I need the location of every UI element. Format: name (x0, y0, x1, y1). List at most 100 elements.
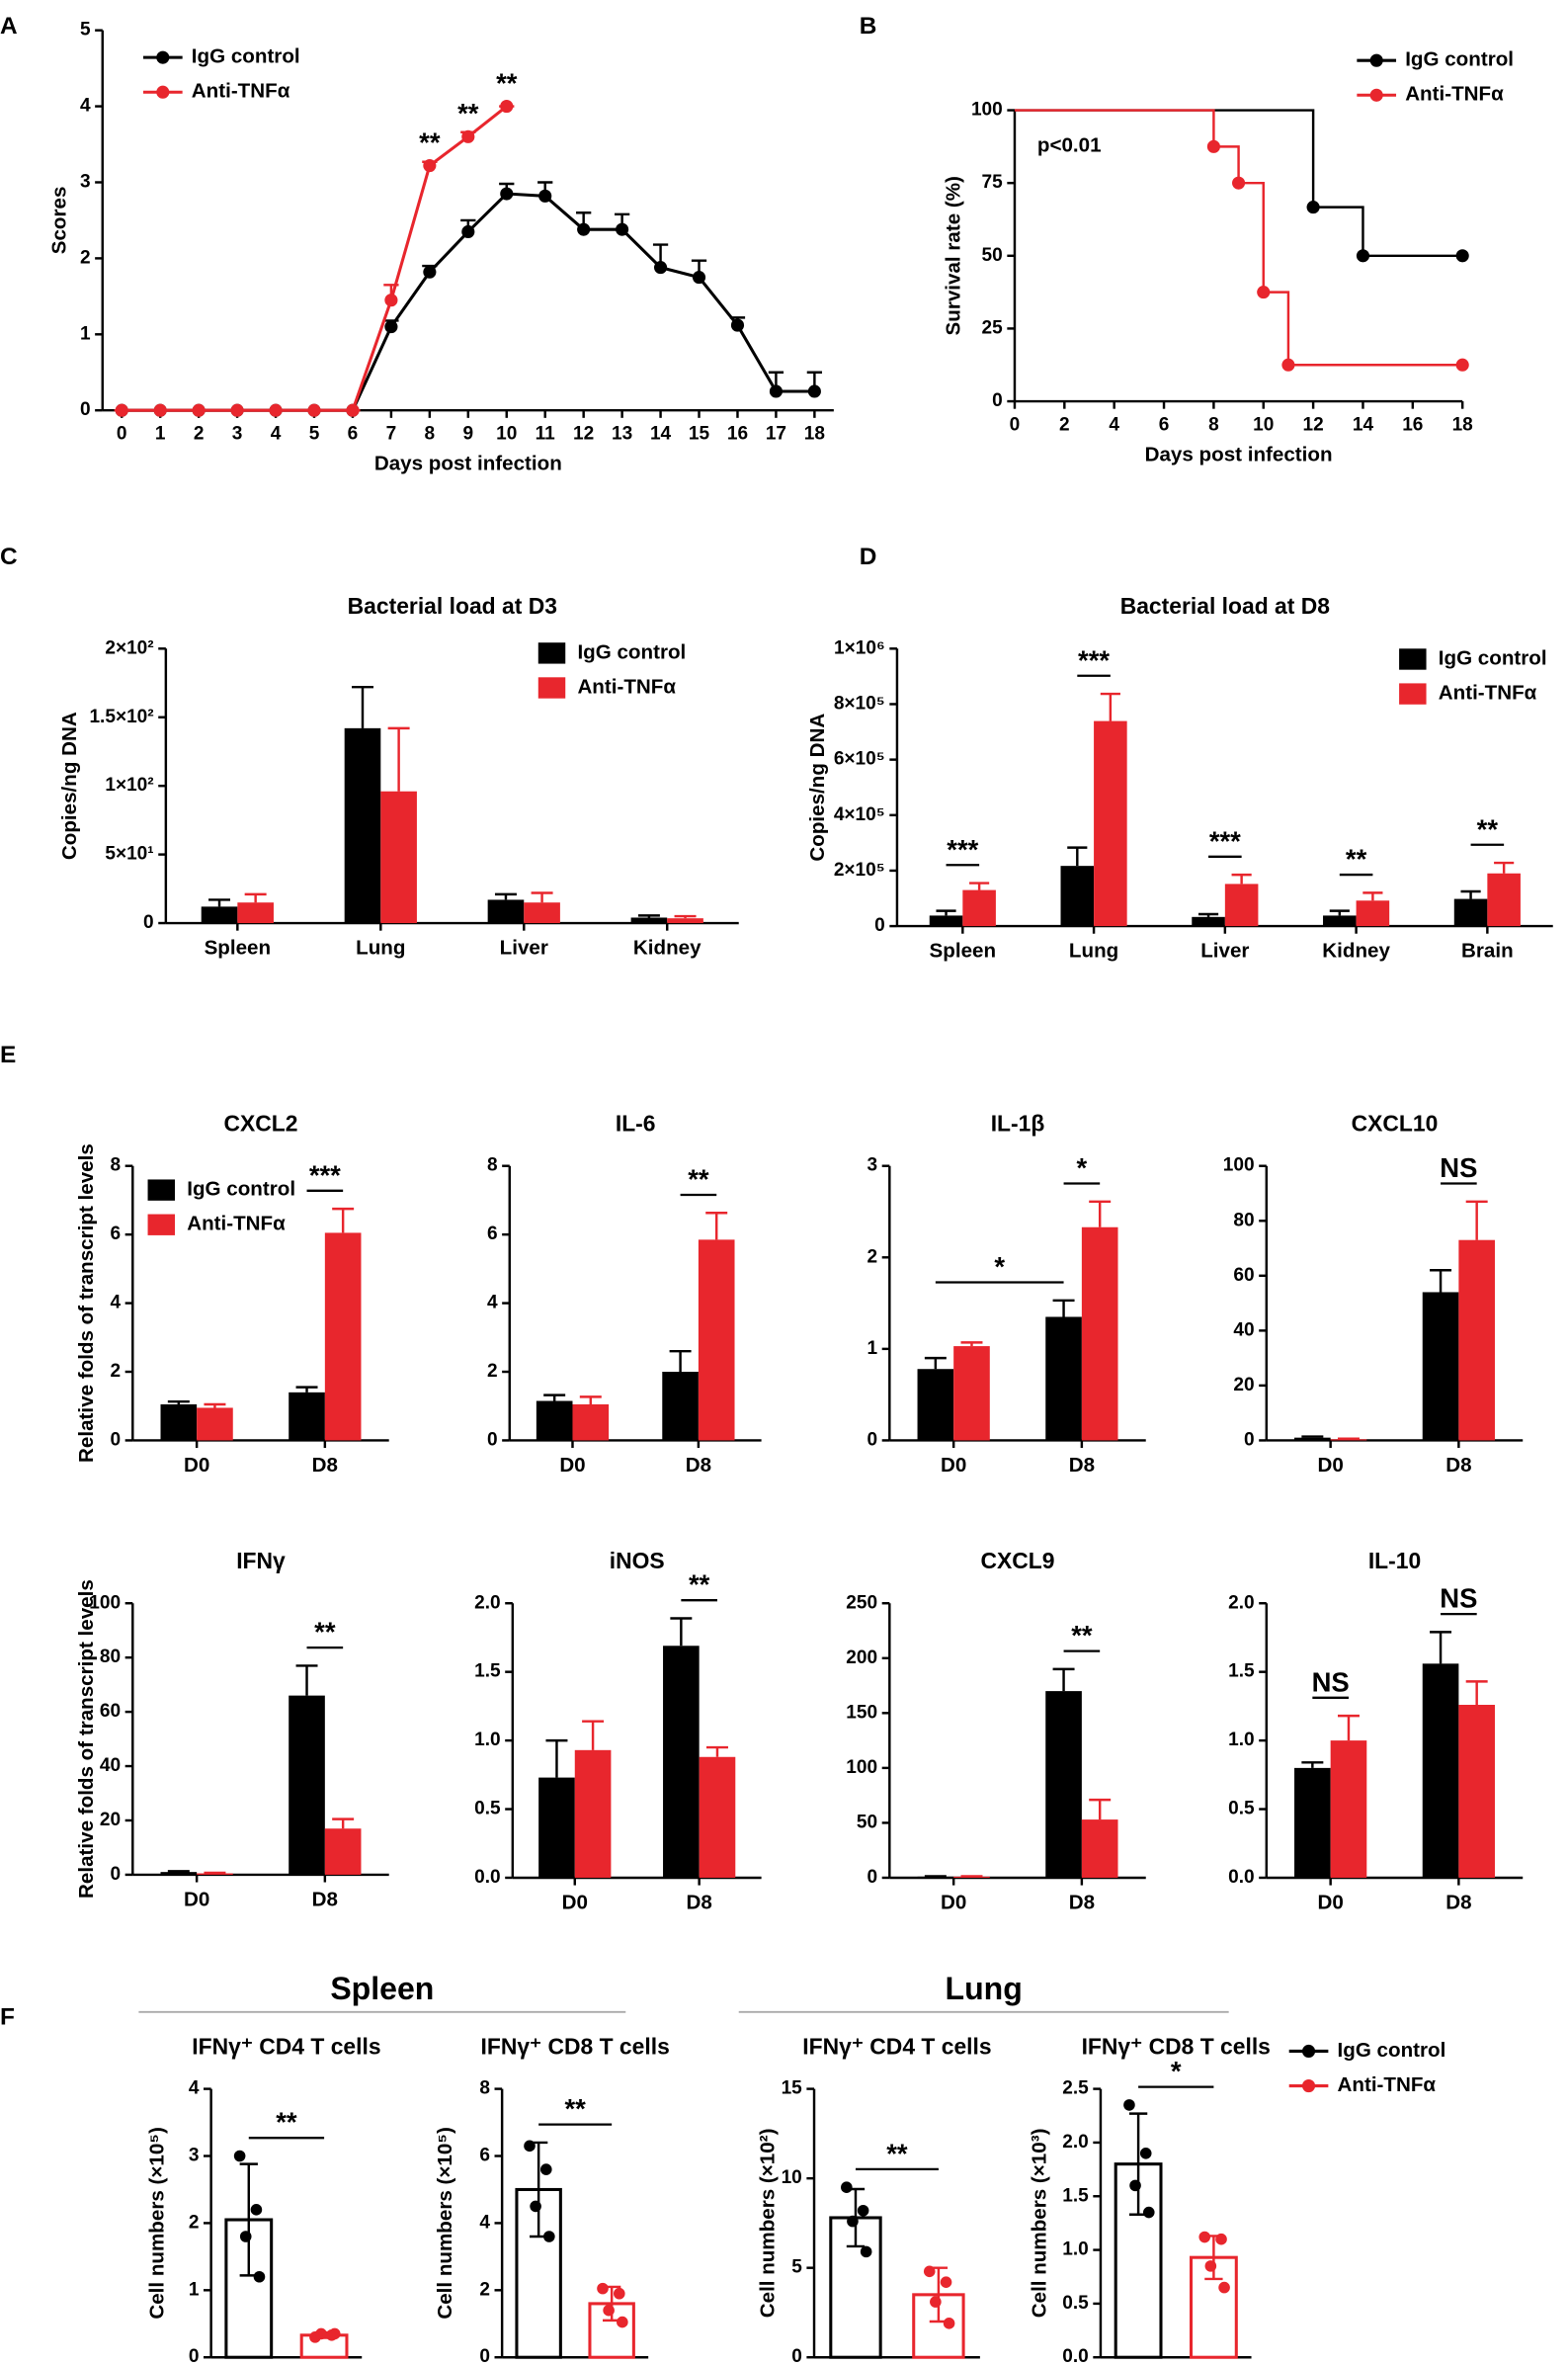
data-point (930, 2296, 942, 2308)
legend-label: IgG control (187, 1178, 295, 1201)
data-point (230, 403, 244, 417)
data-point (384, 320, 398, 334)
error-bar (637, 914, 660, 918)
y-tick-label: 1.5 (1228, 1661, 1255, 1682)
error-bar (579, 1395, 602, 1404)
error-bar (1100, 692, 1120, 721)
y-tick-label: 75 (982, 172, 1004, 193)
x-tick-label: 1 (155, 424, 166, 445)
x-tick-label: D8 (1445, 1454, 1471, 1477)
legend-swatch (147, 1214, 176, 1235)
legend-label: IgG control (577, 640, 686, 663)
legend-swatch (537, 677, 566, 699)
y-tick-label: 6 (487, 1224, 498, 1244)
bar (487, 899, 525, 924)
y-tick-label: 8 (110, 1155, 121, 1176)
data-point (153, 403, 167, 417)
data-point (192, 403, 206, 417)
error-bar (1197, 912, 1219, 917)
chart-title: Bacterial load at D3 (348, 593, 557, 619)
error-bar (1494, 861, 1515, 874)
significance-label: ** (1477, 813, 1499, 844)
bar (1453, 898, 1488, 927)
legend-swatch (1399, 648, 1427, 670)
data-point (269, 403, 283, 417)
legend-label: Anti-TNFα (1405, 83, 1504, 106)
panel-label: E (0, 1042, 16, 1068)
chart-title: IL-1β (991, 1111, 1045, 1137)
y-tick-label: 60 (100, 1701, 121, 1722)
data-point (857, 2204, 869, 2217)
significance-label: ** (688, 1163, 709, 1194)
error-bar (669, 1349, 692, 1373)
y-tick-label: 0 (487, 1429, 498, 1450)
legend-label: Anti-TNFα (192, 80, 290, 103)
significance-label: NS (1440, 1583, 1477, 1614)
data-point (328, 2327, 341, 2340)
bar (160, 1403, 198, 1441)
legend-marker (1369, 88, 1383, 102)
y-tick-label: 1 (189, 2279, 200, 2300)
y-tick-label: 3 (189, 2146, 200, 2166)
data-point (603, 2304, 615, 2317)
y-tick-label: 2 (867, 1246, 878, 1267)
chart-title: CXCL9 (981, 1548, 1055, 1573)
legend-marker (1301, 2078, 1316, 2093)
y-tick-label: 1×10² (105, 775, 153, 796)
x-tick-label: 3 (232, 424, 243, 445)
x-tick-label: D0 (1317, 1891, 1343, 1913)
data-point (461, 224, 475, 239)
chart-title: IFNγ⁺ CD8 T cells (480, 2033, 669, 2059)
x-tick-label: Liver (1200, 939, 1249, 962)
bar (667, 918, 703, 924)
error-bar (167, 1399, 190, 1404)
x-tick-label: 0 (117, 424, 127, 445)
error-bar (1465, 1200, 1488, 1240)
significance-label: ** (886, 2138, 908, 2168)
data-point (1198, 2231, 1211, 2243)
y-tick-label: 0 (110, 1864, 121, 1885)
significance-label: * (1171, 2056, 1182, 2086)
x-tick-label: 10 (1253, 414, 1274, 435)
bar (1045, 1691, 1082, 1878)
bar (1294, 1437, 1331, 1441)
x-tick-label: 16 (1402, 414, 1423, 435)
error-bar (204, 1871, 226, 1875)
bar (1487, 873, 1521, 927)
significance-label: *** (1078, 644, 1110, 675)
error-bar (1362, 891, 1383, 901)
data-point (730, 318, 745, 332)
significance-label: NS (1440, 1152, 1477, 1183)
error-bar (295, 1664, 318, 1696)
legend-swatch (537, 642, 566, 664)
chart-title: IFNγ⁺ CD8 T cells (1082, 2033, 1271, 2059)
x-tick-label: D8 (1069, 1891, 1095, 1913)
error-bar (1067, 846, 1088, 867)
y-tick-label: 3 (867, 1155, 878, 1176)
error-bar (1430, 1269, 1452, 1293)
error-bar (352, 685, 373, 728)
error-bar (531, 891, 553, 903)
data-point (530, 2200, 541, 2213)
y-axis-label: Relative folds of transcript levels (75, 1143, 98, 1463)
y-tick-label: 0.0 (1062, 2346, 1089, 2365)
legend-swatch (147, 1179, 176, 1201)
bar (1458, 1239, 1495, 1441)
y-tick-label: 1.0 (1228, 1730, 1255, 1750)
error-bar (1301, 1435, 1324, 1438)
p-value: p<0.01 (1037, 134, 1102, 157)
x-tick-label: D0 (559, 1454, 585, 1477)
bar (237, 902, 274, 924)
error-bar (244, 892, 267, 903)
error-bar (1052, 1667, 1075, 1692)
significance-label: ** (276, 2107, 297, 2138)
bar (662, 1372, 699, 1441)
x-tick-label: D8 (1069, 1454, 1095, 1477)
x-tick-label: 8 (1208, 414, 1219, 435)
y-tick-label: 1 (80, 323, 91, 344)
y-axis-label: Cell numbers (×10³) (1028, 2129, 1050, 2319)
bar (699, 1756, 736, 1878)
x-tick-label: 18 (1452, 414, 1474, 435)
x-tick-label: D0 (1317, 1454, 1343, 1477)
